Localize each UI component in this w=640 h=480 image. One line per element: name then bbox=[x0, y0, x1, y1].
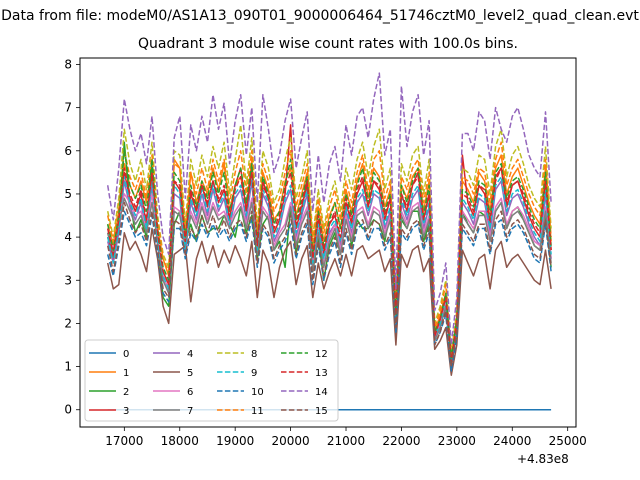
legend-box bbox=[84, 339, 339, 422]
legend-label-13: 13 bbox=[315, 368, 328, 379]
y-tick-label: 8 bbox=[64, 57, 72, 71]
legend-label-12: 12 bbox=[315, 349, 328, 360]
series-line-6 bbox=[106, 193, 552, 364]
legend-label-0: 0 bbox=[123, 349, 129, 360]
x-tick-label: 21000 bbox=[327, 434, 365, 448]
series-line-14 bbox=[106, 72, 552, 346]
legend-label-1: 1 bbox=[123, 368, 129, 379]
legend-label-10: 10 bbox=[251, 387, 264, 398]
x-axis: 17000 18000 19000 20000 21000 22000 23000 24000… bbox=[105, 427, 587, 448]
x-axis-offset-label: +4.83e8 bbox=[517, 452, 569, 466]
y-tick-label: 5 bbox=[64, 187, 72, 201]
y-tick-label: 4 bbox=[64, 230, 72, 244]
x-tick-label: 24000 bbox=[493, 434, 531, 448]
y-tick-label: 6 bbox=[64, 144, 72, 158]
legend-label-5: 5 bbox=[187, 368, 193, 379]
plot-frame bbox=[79, 57, 577, 428]
y-tick-label: 7 bbox=[64, 101, 72, 115]
x-tick-label: 25000 bbox=[549, 434, 587, 448]
x-tick-label: 20000 bbox=[271, 434, 309, 448]
legend-label-9: 9 bbox=[251, 368, 257, 379]
x-tick-label: 19000 bbox=[216, 434, 254, 448]
legend-label-11: 11 bbox=[251, 406, 264, 417]
series-line-8 bbox=[106, 124, 552, 355]
series-line-9 bbox=[106, 175, 552, 364]
x-tick-label: 18000 bbox=[161, 434, 199, 448]
legend-label-7: 7 bbox=[187, 406, 193, 417]
chart-title: Quadrant 3 module wise count rates with … bbox=[138, 36, 518, 52]
series-line-15 bbox=[106, 201, 552, 368]
y-tick-label: 1 bbox=[64, 360, 72, 374]
legend-label-2: 2 bbox=[123, 387, 129, 398]
series-layer bbox=[106, 72, 552, 411]
legend-label-4: 4 bbox=[187, 349, 193, 360]
legend-label-8: 8 bbox=[251, 349, 257, 360]
x-tick-label: 22000 bbox=[382, 434, 420, 448]
series-line-5 bbox=[106, 227, 552, 376]
legend-label-3: 3 bbox=[123, 406, 129, 417]
series-line-12 bbox=[106, 150, 552, 359]
legend-label-6: 6 bbox=[187, 387, 193, 398]
series-line-4 bbox=[106, 180, 552, 368]
series-line-7 bbox=[106, 197, 552, 368]
legend-label-14: 14 bbox=[315, 387, 328, 398]
x-tick-label: 17000 bbox=[105, 434, 143, 448]
legend-label-15: 15 bbox=[315, 406, 328, 417]
series-line-11 bbox=[106, 141, 552, 359]
figure-suptitle: Data from file: modeM0/AS1A13_090T01_900… bbox=[1, 8, 639, 24]
series-line-13 bbox=[106, 167, 552, 364]
y-axis: 0 1 2 3 4 5 6 7 8 bbox=[64, 57, 80, 417]
y-tick-label: 2 bbox=[64, 316, 72, 330]
x-tick-label: 23000 bbox=[438, 434, 476, 448]
y-tick-label: 0 bbox=[64, 403, 72, 417]
y-tick-label: 3 bbox=[64, 273, 72, 287]
